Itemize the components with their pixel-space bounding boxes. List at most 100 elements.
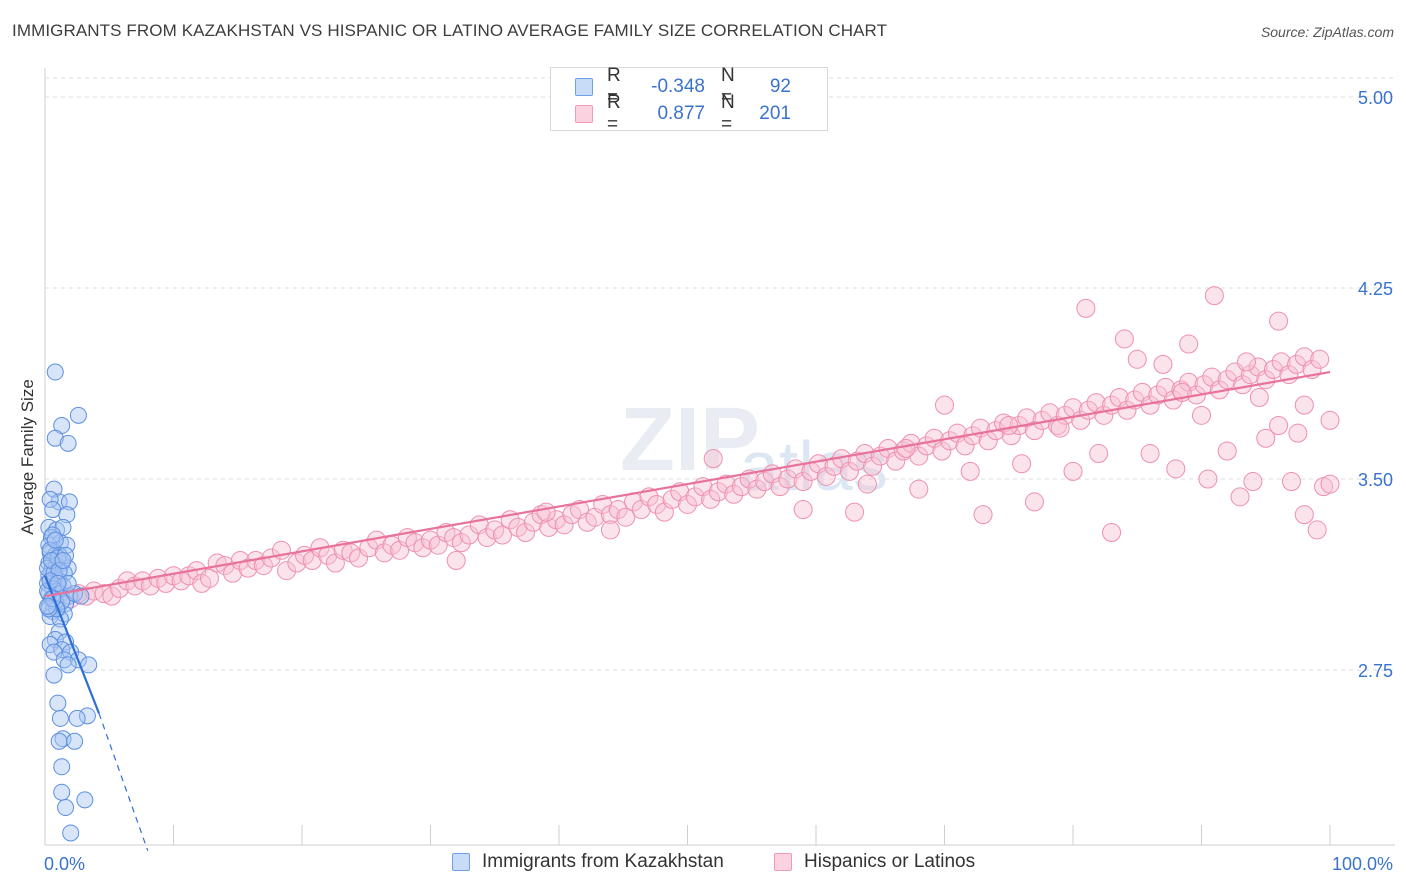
bottom-legend-swatch-pink — [774, 853, 792, 871]
blue-data-point — [58, 506, 76, 524]
source-label: Source: ZipAtlas.com — [1260, 24, 1394, 40]
pink-data-point — [1153, 354, 1173, 374]
pink-data-point — [793, 500, 813, 520]
legend-swatch-pink — [575, 105, 593, 123]
pink-data-point — [755, 472, 775, 492]
pink-data-point — [1127, 349, 1147, 369]
blue-data-point — [53, 783, 71, 801]
pink-data-point — [1249, 388, 1269, 408]
bottom-legend-blue: Immigrants from Kazakhstan — [452, 851, 724, 873]
correlation-legend: R = -0.348 N = 92 R = 0.877 N = 201 — [550, 65, 828, 135]
blue-trend-extension — [98, 713, 149, 852]
pink-data-point — [960, 461, 980, 481]
pink-data-point — [1179, 334, 1199, 354]
pink-data-point — [847, 451, 867, 471]
legend-n-label: N = — [721, 92, 735, 135]
bottom-legend-label-pink: Hispanics or Latinos — [804, 851, 976, 872]
pink-data-point — [770, 477, 790, 497]
blue-data-point — [69, 406, 87, 424]
y-axis-title: Average Family Size — [18, 379, 37, 535]
pink-data-point — [909, 479, 929, 499]
pink-data-point — [955, 436, 975, 456]
x-tick-label-min: 0.0% — [44, 854, 85, 874]
pink-data-point — [1320, 474, 1340, 494]
pink-data-point — [446, 550, 466, 570]
pink-data-point — [1198, 469, 1218, 489]
pink-data-point — [1063, 461, 1083, 481]
blue-data-point — [46, 630, 64, 648]
pink-data-point — [1281, 472, 1301, 492]
pink-data-point — [1310, 349, 1330, 369]
blue-data-point — [49, 574, 67, 592]
pink-data-point — [647, 494, 667, 514]
pink-data-point — [516, 522, 536, 542]
bottom-legend-label-blue: Immigrants from Kazakhstan — [482, 851, 724, 872]
pink-data-point — [731, 477, 751, 497]
blue-data-point — [76, 791, 94, 809]
pink-data-point — [816, 466, 836, 486]
blue-data-point — [57, 546, 75, 564]
blue-trend-line — [43, 575, 100, 714]
pink-data-point — [701, 489, 721, 509]
pink-data-point — [1217, 370, 1237, 390]
blue-data-point — [45, 564, 63, 582]
legend-row-blue: R = -0.348 N = 92 — [575, 65, 791, 108]
pink-data-point — [662, 489, 682, 509]
blue-series-points — [39, 363, 98, 842]
pink-data-point — [1287, 354, 1307, 374]
pink-data-point — [1263, 359, 1283, 379]
pink-data-point — [287, 553, 307, 573]
pink-data-point — [1256, 428, 1276, 448]
pink-data-point — [1230, 487, 1250, 507]
bottom-legend-pink: Hispanics or Latinos — [774, 851, 975, 873]
pink-data-point — [857, 474, 877, 494]
blue-data-point — [46, 429, 64, 447]
pink-data-point — [1240, 365, 1260, 385]
y-tick-label: 4.25 — [1358, 279, 1393, 299]
pink-data-point — [102, 586, 122, 606]
blue-data-point — [57, 799, 75, 817]
pink-data-point — [600, 520, 620, 540]
pink-data-point — [845, 502, 865, 522]
pink-data-point — [1166, 459, 1186, 479]
pink-data-point — [1243, 472, 1263, 492]
pink-data-point — [716, 474, 736, 494]
pink-data-point — [94, 584, 114, 604]
pink-data-point — [539, 517, 559, 537]
pink-data-point — [608, 500, 628, 520]
blue-data-point — [50, 732, 68, 750]
x-tick-label-max: 100.0% — [1332, 854, 1393, 874]
legend-r-label: R = — [607, 65, 621, 108]
pink-data-point — [277, 561, 297, 581]
pink-data-point — [238, 558, 258, 578]
pink-data-point — [999, 416, 1019, 436]
pink-data-point — [1307, 520, 1327, 540]
pink-data-point — [1050, 418, 1070, 438]
blue-data-point — [78, 707, 96, 725]
pink-data-point — [1236, 352, 1256, 372]
pink-data-point — [778, 469, 798, 489]
blue-data-point — [45, 666, 63, 684]
pink-data-point — [1024, 421, 1044, 441]
blue-data-point — [66, 732, 84, 750]
pink-data-point — [536, 502, 556, 522]
blue-data-point — [51, 709, 69, 727]
legend-n-value: 201 — [759, 103, 791, 124]
pink-data-point — [685, 487, 705, 507]
pink-data-point — [896, 438, 916, 458]
pink-data-point — [1269, 416, 1289, 436]
pink-data-point — [708, 482, 728, 502]
y-tick-label: 5.00 — [1358, 88, 1393, 108]
blue-data-point — [44, 501, 62, 519]
blue-data-point — [44, 526, 62, 544]
pink-data-point — [554, 515, 574, 535]
pink-data-point — [1192, 405, 1211, 425]
pink-data-point — [886, 451, 906, 471]
blue-data-point — [53, 758, 71, 776]
pink-data-point — [839, 461, 859, 481]
pink-data-point — [523, 512, 543, 532]
axis-labels: 5.00 4.25 3.50 2.75 0.0% 100.0% Average Family… — [18, 88, 1393, 874]
pink-data-point — [1269, 311, 1289, 331]
pink-data-point — [793, 472, 813, 492]
